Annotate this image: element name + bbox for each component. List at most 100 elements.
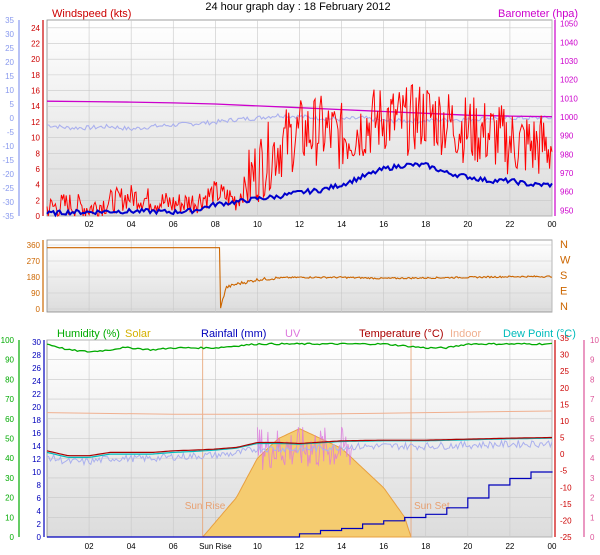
y-tick-label-uv: 4	[590, 454, 595, 463]
x-tick-label: Sun Rise	[199, 542, 232, 551]
y-tick-label-rain: 30	[32, 338, 41, 347]
rainfall-label: Rainfall (mm)	[201, 328, 266, 340]
y-tick-label-temp: -15	[560, 500, 572, 509]
y-tick-label-direction: 270	[27, 257, 41, 266]
y-tick-label-rain: 22	[32, 390, 41, 399]
series-wind-average	[46, 162, 553, 218]
x-tick-label: 12	[295, 220, 304, 229]
y-tick-label-uv: 9	[590, 356, 595, 365]
series-humidity	[46, 342, 553, 353]
y-tick-label-temp: -20	[2, 170, 14, 179]
y-tick-label-uv: 5	[590, 435, 595, 444]
y-tick-label-temp: -5	[560, 467, 568, 476]
x-tick-label: 08	[211, 220, 220, 229]
x-tick-label: 00	[548, 220, 557, 229]
y-tick-label-uv: 0	[590, 533, 595, 542]
y-tick-label-kts: 2	[36, 196, 41, 205]
y-tick-label-rain: 2	[37, 520, 42, 529]
x-tick-label: 10	[253, 220, 262, 229]
x-tick-label: 06	[169, 542, 178, 551]
x-tick-label: 04	[127, 220, 136, 229]
y-tick-label-humidity: 60	[5, 415, 14, 424]
y-tick-label-kts: 20	[31, 55, 40, 64]
y-tick-label-rain: 18	[32, 416, 41, 425]
y-tick-label-uv: 8	[590, 375, 595, 384]
y-tick-label-temp: 10	[5, 86, 14, 95]
y-tick-label-temp: 5	[10, 100, 15, 109]
y-tick-label-temp: -20	[560, 516, 572, 525]
y-tick-label-humidity: 90	[5, 356, 14, 365]
series-wind-direction	[47, 247, 553, 309]
y-tick-label-rain: 4	[37, 507, 42, 516]
y-tick-label-rain: 20	[32, 403, 41, 412]
y-tick-label-uv: 3	[590, 474, 595, 483]
compass-label: S	[560, 270, 567, 282]
y-tick-label-humidity: 80	[5, 375, 14, 384]
x-tick-label: 14	[337, 220, 346, 229]
x-tick-label: 18	[421, 542, 430, 551]
y-tick-label-hpa: 1010	[560, 94, 578, 103]
y-tick-label-kts: 4	[36, 181, 41, 190]
series-wind-gust	[46, 83, 553, 217]
y-tick-label-temp: 15	[560, 400, 569, 409]
y-tick-label-humidity: 0	[10, 533, 15, 542]
y-tick-label-temp: 25	[560, 367, 569, 376]
x-tick-label: 16	[379, 542, 388, 551]
x-tick-label: 20	[463, 542, 472, 551]
y-tick-label-humidity: 50	[5, 435, 14, 444]
y-tick-label-rain: 10	[32, 468, 41, 477]
y-tick-label-hpa: 960	[560, 188, 574, 197]
humidity-label: Humidity (%)	[57, 328, 120, 340]
y-tick-label-uv: 1	[590, 513, 595, 522]
y-tick-label-temp: 25	[5, 44, 14, 53]
windspeed-label: Windspeed (kts)	[52, 8, 131, 20]
y-tick-label-humidity: 10	[5, 513, 14, 522]
y-tick-label-rain: 6	[37, 494, 42, 503]
y-tick-label-rain: 0	[37, 533, 42, 542]
x-tick-label: 02	[85, 542, 94, 551]
y-tick-label-humidity: 30	[5, 474, 14, 483]
y-tick-label-hpa: 1040	[560, 38, 578, 47]
y-tick-label-temp: 0	[10, 114, 15, 123]
y-tick-label-hpa: 1030	[560, 57, 578, 66]
temp-humidity-panel: 0102030405060708090100024681012141618202…	[1, 328, 600, 551]
y-tick-label-hpa: 980	[560, 150, 574, 159]
y-tick-label-temp: -15	[2, 156, 14, 165]
y-tick-label-hpa: 1020	[560, 76, 578, 85]
dewpoint-label: Dew Point (°C)	[503, 328, 576, 340]
y-tick-label-kts: 16	[31, 87, 40, 96]
y-tick-label-temp: 20	[560, 384, 569, 393]
y-tick-label-rain: 14	[32, 442, 41, 451]
y-tick-label-direction: 180	[27, 273, 41, 282]
compass-label: E	[560, 286, 567, 298]
y-tick-label-humidity: 20	[5, 494, 14, 503]
temperature-label: Temperature (°C)	[359, 328, 443, 340]
y-tick-label-temp: -25	[2, 184, 14, 193]
y-tick-label-temp: 20	[5, 58, 14, 67]
y-tick-label-direction: 360	[27, 241, 41, 250]
series-barometer	[46, 100, 553, 118]
y-tick-label-kts: 8	[36, 149, 41, 158]
x-tick-label: 12	[295, 542, 304, 551]
x-tick-label: 06	[169, 220, 178, 229]
y-tick-label-hpa: 990	[560, 132, 574, 141]
x-tick-label: 04	[127, 542, 136, 551]
y-tick-label-temp: 0	[560, 450, 565, 459]
y-tick-label-kts: 12	[31, 118, 40, 127]
y-tick-label-kts: 22	[31, 40, 40, 49]
x-tick-label: 20	[463, 220, 472, 229]
y-tick-label-temp: -35	[2, 212, 14, 221]
y-tick-label-kts: 24	[31, 24, 40, 33]
y-tick-label-hpa: 950	[560, 206, 574, 215]
y-tick-label-rain: 24	[32, 377, 41, 386]
y-tick-label-temp: -30	[2, 198, 14, 207]
solar-label: Solar	[125, 328, 151, 340]
y-tick-label-temp: -10	[560, 483, 572, 492]
indoor-label: Indoor	[450, 328, 482, 340]
x-tick-label: 16	[379, 220, 388, 229]
uv-label: UV	[285, 328, 301, 340]
series-indoor-temperature	[46, 410, 553, 415]
y-tick-label-rain: 28	[32, 351, 41, 360]
